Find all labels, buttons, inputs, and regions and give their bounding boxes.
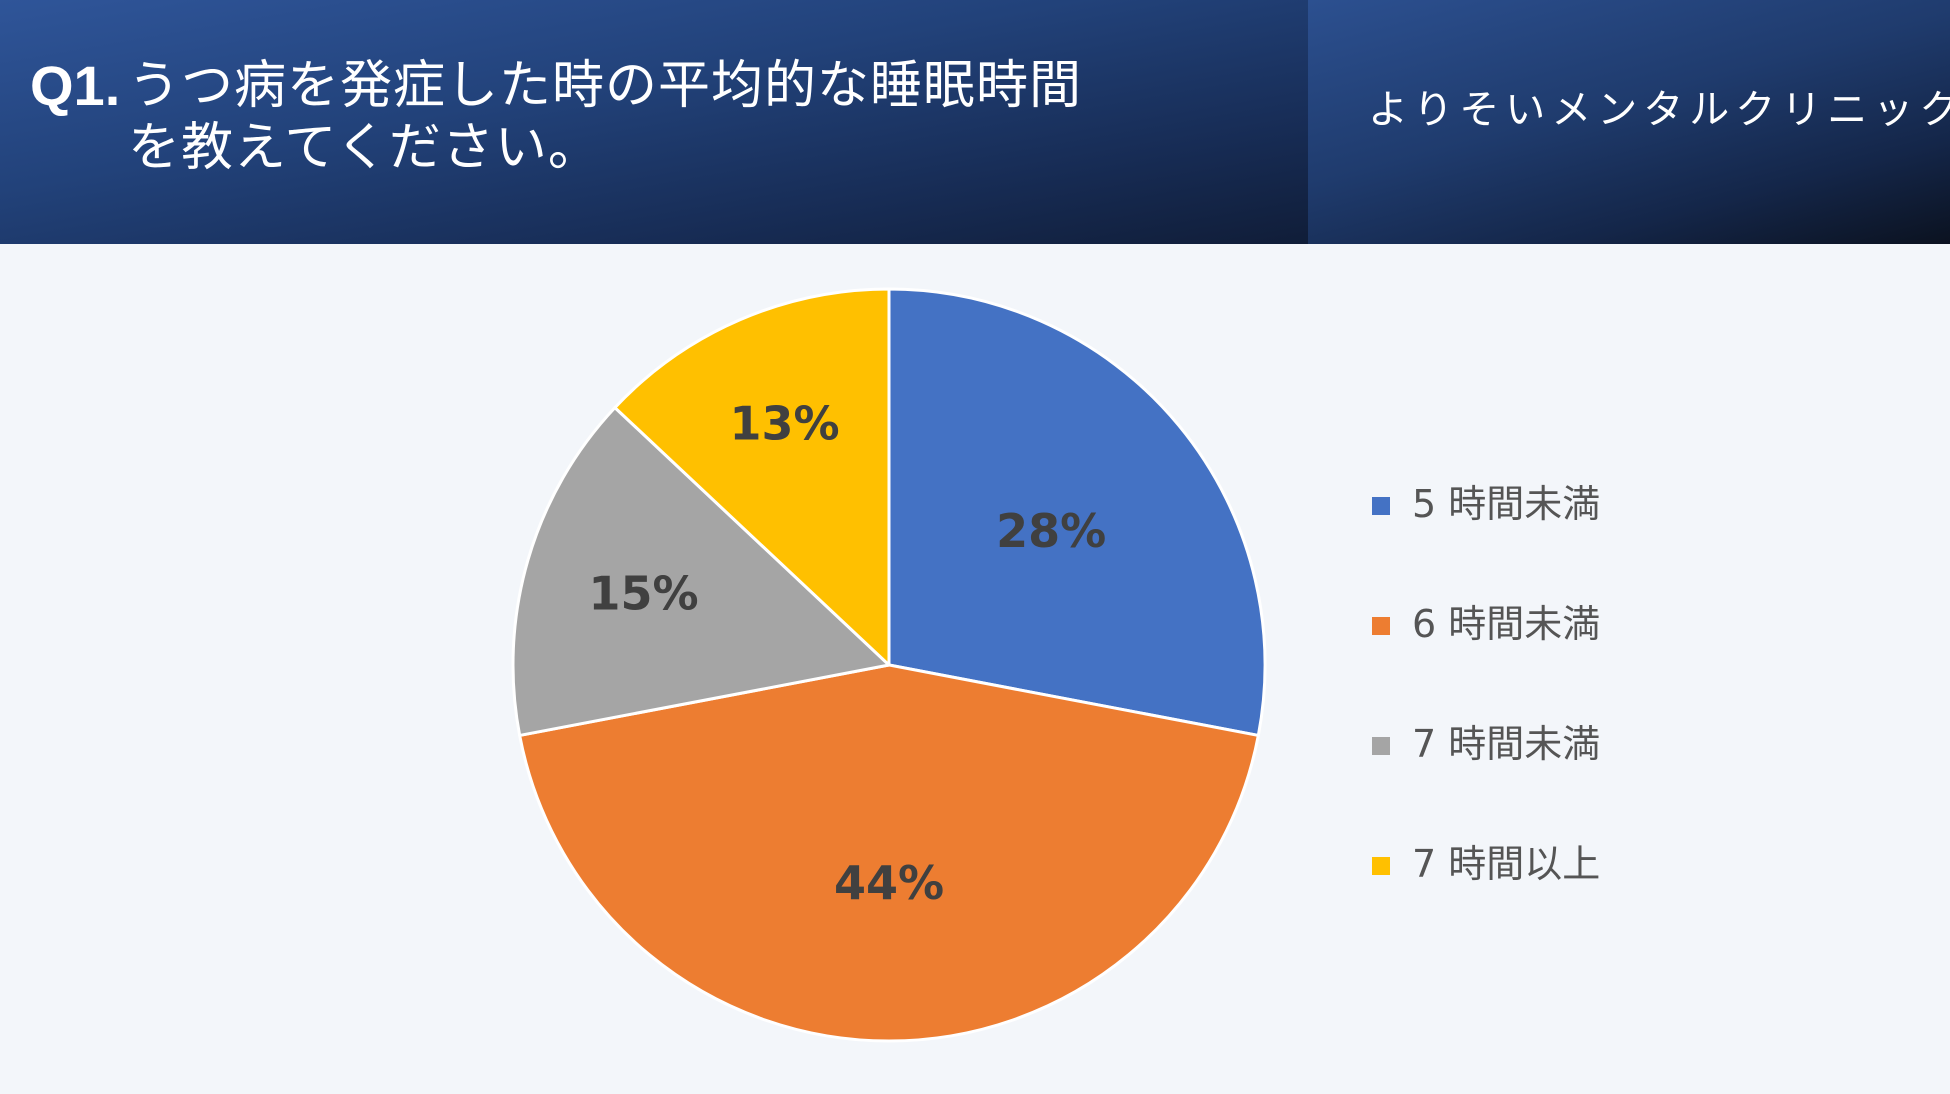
pie-slice-2 bbox=[518, 663, 1260, 1043]
legend-swatch-2 bbox=[1372, 617, 1390, 635]
header-banner: Q1. うつ病を発症した時の平均的な睡眠時間 を教えてください。 よりそいメンタ… bbox=[0, 0, 1950, 244]
legend-label-1: 5 時間未満 bbox=[1412, 482, 1601, 526]
data-label-1: 28% bbox=[996, 504, 1106, 558]
data-label-4: 13% bbox=[729, 396, 839, 450]
pie-slice-4 bbox=[613, 287, 891, 667]
question-number: Q1. bbox=[30, 54, 121, 117]
pie-slice-1 bbox=[887, 287, 1267, 737]
question-text-line-1: うつ病を発症した時の平均的な睡眠時間 bbox=[128, 56, 1083, 116]
legend-label-4: 7 時間以上 bbox=[1412, 842, 1601, 886]
legend-swatch-4 bbox=[1372, 857, 1390, 875]
clinic-name: よりそいメンタルクリニック bbox=[1368, 87, 1950, 133]
legend-label-3: 7 時間未満 bbox=[1412, 722, 1601, 766]
legend-label-2: 6 時間未満 bbox=[1412, 602, 1601, 646]
legend-swatch-3 bbox=[1372, 737, 1390, 755]
data-label-2: 44% bbox=[834, 856, 944, 910]
header-left-panel bbox=[0, 0, 1308, 244]
data-label-3: 15% bbox=[588, 567, 698, 621]
header-right-panel bbox=[1308, 0, 1950, 244]
pie-slice-3 bbox=[511, 406, 891, 737]
pie-slices bbox=[511, 287, 1267, 1043]
question-text-line-2: を教えてください。 bbox=[128, 118, 601, 178]
pie-data-labels: 28% 44% 15% 13% bbox=[588, 396, 1106, 910]
legend-swatch-1 bbox=[1372, 497, 1390, 515]
